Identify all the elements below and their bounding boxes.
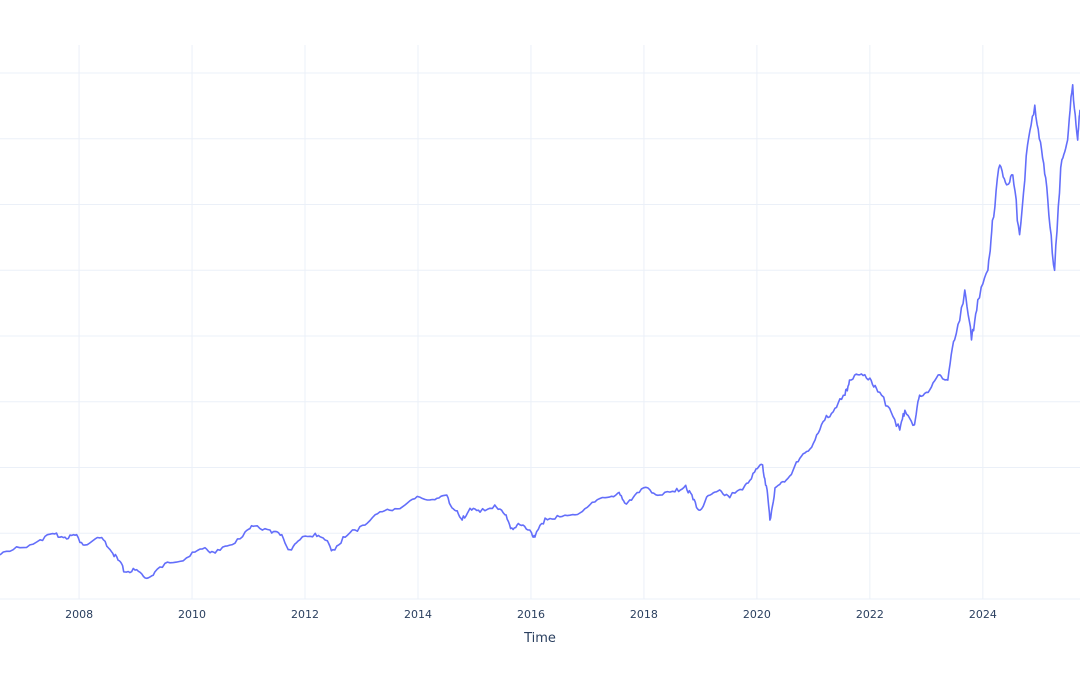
gridlines xyxy=(0,45,1080,600)
series-line xyxy=(0,84,1080,580)
x-tick-label: 2012 xyxy=(291,608,319,621)
x-tick-label: 2010 xyxy=(178,608,206,621)
x-tick-label: 2024 xyxy=(969,608,997,621)
x-tick-label: 2020 xyxy=(743,608,771,621)
x-tick-label: 2022 xyxy=(856,608,884,621)
x-tick-label: 2018 xyxy=(630,608,658,621)
x-tick-label: 2014 xyxy=(404,608,432,621)
x-tick-labels: 2008 2010 2012 2014 2016 2018 2020 2022 2024 xyxy=(65,608,997,621)
x-tick-label: 2008 xyxy=(65,608,93,621)
x-axis-title: Time xyxy=(523,631,556,646)
x-tick-label: 2016 xyxy=(517,608,545,621)
